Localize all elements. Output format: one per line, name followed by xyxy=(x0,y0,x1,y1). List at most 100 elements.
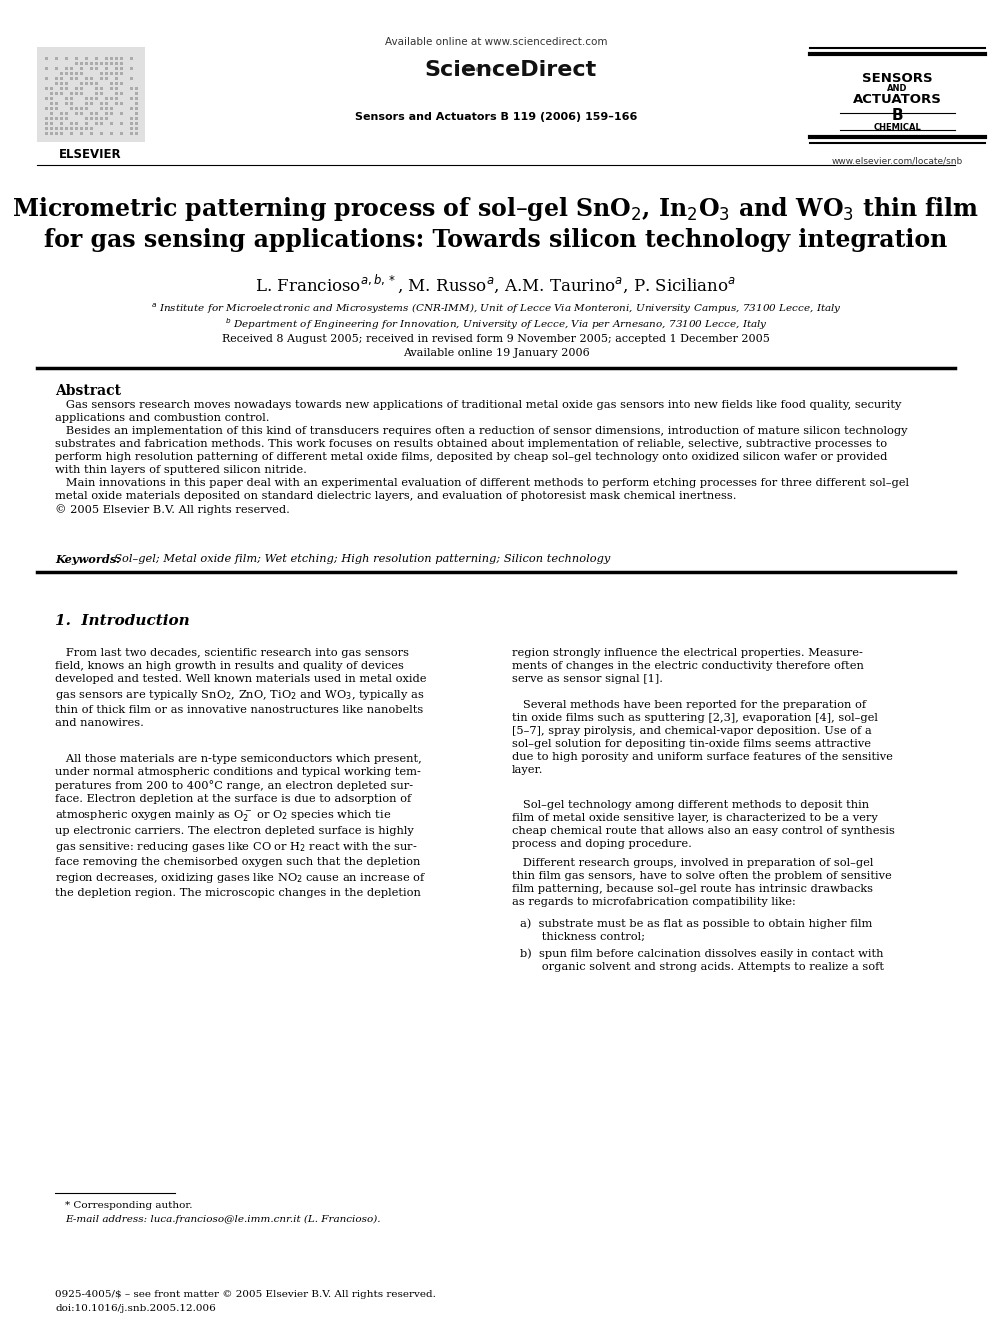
Bar xyxy=(100,71,103,75)
Bar xyxy=(105,107,108,110)
Text: Available online at www.sciencedirect.com: Available online at www.sciencedirect.co… xyxy=(385,37,607,48)
Bar xyxy=(45,87,48,90)
Bar xyxy=(80,62,83,65)
Bar xyxy=(85,57,88,60)
Bar xyxy=(85,62,88,65)
Bar xyxy=(55,77,58,79)
Bar xyxy=(105,62,108,65)
Bar xyxy=(100,132,103,135)
Bar xyxy=(75,107,78,110)
Text: E-mail address: luca.francioso@le.imm.cnr.it (L. Francioso).: E-mail address: luca.francioso@le.imm.cn… xyxy=(65,1215,381,1224)
Bar xyxy=(105,77,108,79)
Bar xyxy=(130,122,133,124)
Bar xyxy=(50,107,53,110)
Bar xyxy=(50,93,53,95)
Bar xyxy=(75,87,78,90)
Bar xyxy=(70,132,73,135)
Text: Sol–gel; Metal oxide film; Wet etching; High resolution patterning; Silicon tech: Sol–gel; Metal oxide film; Wet etching; … xyxy=(107,554,610,564)
Bar xyxy=(60,122,63,124)
Bar xyxy=(80,82,83,85)
Bar xyxy=(110,97,113,101)
Bar xyxy=(45,77,48,79)
Bar xyxy=(80,107,83,110)
Bar xyxy=(45,97,48,101)
Bar xyxy=(45,116,48,120)
Bar xyxy=(95,62,98,65)
Bar xyxy=(120,67,123,70)
Bar xyxy=(130,116,133,120)
Bar xyxy=(55,82,58,85)
Bar xyxy=(85,122,88,124)
Text: B: B xyxy=(891,108,903,123)
Text: •••: ••• xyxy=(462,62,494,79)
Text: Several methods have been reported for the preparation of
tin oxide films such a: Several methods have been reported for t… xyxy=(512,700,893,775)
Text: * Corresponding author.: * Corresponding author. xyxy=(65,1201,192,1211)
Bar xyxy=(85,102,88,105)
Bar xyxy=(80,127,83,130)
Bar xyxy=(85,97,88,101)
Bar xyxy=(100,93,103,95)
Bar xyxy=(80,87,83,90)
Bar xyxy=(135,132,138,135)
Bar xyxy=(110,71,113,75)
Bar xyxy=(120,93,123,95)
Bar xyxy=(120,112,123,115)
Bar xyxy=(135,87,138,90)
Bar xyxy=(45,67,48,70)
Bar xyxy=(75,57,78,60)
Bar xyxy=(100,122,103,124)
Bar xyxy=(45,122,48,124)
Text: ScienceDirect: ScienceDirect xyxy=(425,60,597,79)
Bar xyxy=(70,77,73,79)
Bar xyxy=(65,102,68,105)
Bar xyxy=(110,57,113,60)
Bar xyxy=(130,67,133,70)
Bar xyxy=(65,82,68,85)
Bar xyxy=(110,132,113,135)
Bar xyxy=(105,116,108,120)
Bar xyxy=(85,116,88,120)
Bar xyxy=(60,132,63,135)
Bar xyxy=(70,71,73,75)
Bar xyxy=(65,87,68,90)
Text: $^b$ Department of Engineering for Innovation, University of Lecce, Via per Arne: $^b$ Department of Engineering for Innov… xyxy=(224,316,768,332)
Bar xyxy=(130,57,133,60)
Bar xyxy=(75,77,78,79)
Text: $^a$ Institute for Microelectronic and Microsystems (CNR-IMM), Unit of Lecce Via: $^a$ Institute for Microelectronic and M… xyxy=(151,302,841,316)
Text: region strongly influence the electrical properties. Measure-
ments of changes i: region strongly influence the electrical… xyxy=(512,648,864,684)
Bar xyxy=(105,67,108,70)
Bar xyxy=(50,127,53,130)
Bar xyxy=(105,112,108,115)
Bar xyxy=(100,116,103,120)
Bar xyxy=(50,97,53,101)
Bar xyxy=(110,107,113,110)
Bar xyxy=(50,87,53,90)
Bar xyxy=(130,132,133,135)
Bar xyxy=(135,127,138,130)
Bar xyxy=(110,122,113,124)
Bar xyxy=(135,122,138,124)
Bar xyxy=(100,87,103,90)
Bar xyxy=(50,112,53,115)
Bar xyxy=(115,57,118,60)
Bar xyxy=(60,127,63,130)
Bar xyxy=(85,107,88,110)
Bar xyxy=(120,132,123,135)
Bar xyxy=(95,116,98,120)
Bar xyxy=(90,112,93,115)
Bar xyxy=(80,132,83,135)
Bar xyxy=(135,107,138,110)
Bar xyxy=(130,97,133,101)
Bar xyxy=(45,57,48,60)
Text: Abstract: Abstract xyxy=(55,384,121,398)
Bar xyxy=(65,112,68,115)
Bar xyxy=(105,57,108,60)
Bar xyxy=(75,127,78,130)
Bar xyxy=(110,82,113,85)
Bar xyxy=(90,127,93,130)
Bar xyxy=(120,122,123,124)
Bar xyxy=(75,93,78,95)
Bar xyxy=(50,116,53,120)
Bar xyxy=(70,127,73,130)
Text: www.elsevier.com/locate/snb: www.elsevier.com/locate/snb xyxy=(831,156,962,165)
